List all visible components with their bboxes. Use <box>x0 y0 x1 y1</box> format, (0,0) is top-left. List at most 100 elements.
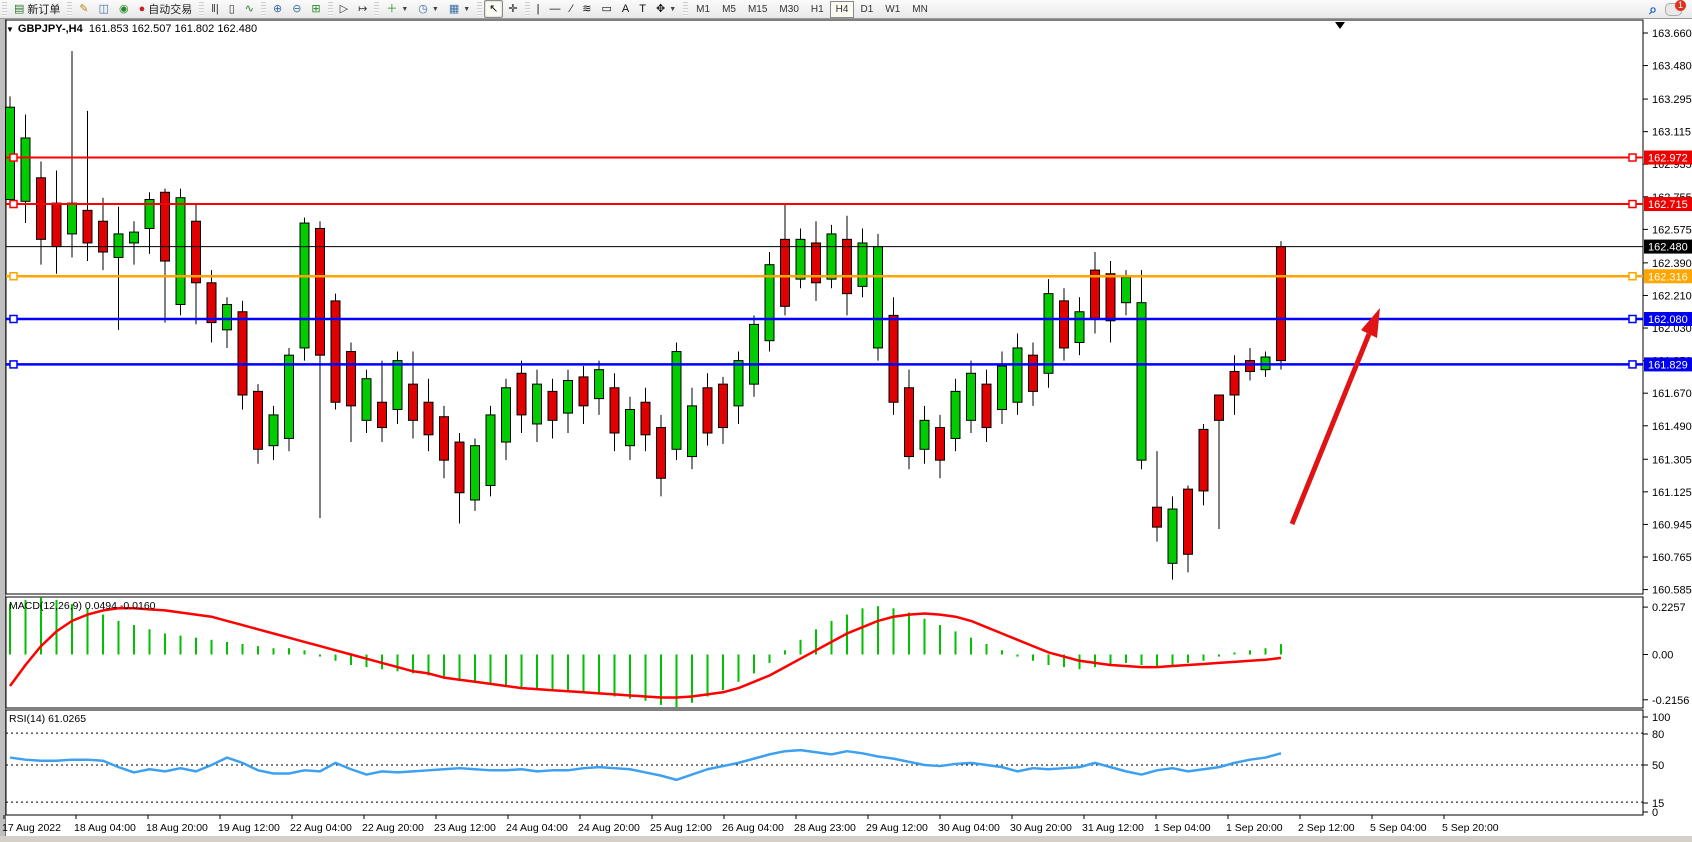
line-anchor-handle[interactable] <box>1628 314 1637 324</box>
horizontal-line-button[interactable]: — <box>544 0 565 18</box>
line-anchor-handle[interactable] <box>1628 153 1637 162</box>
price-badge <box>1644 269 1692 284</box>
timeframe-d1-button[interactable]: D1 <box>860 3 874 15</box>
candlestick-chart-button[interactable]: ▯ <box>224 0 240 18</box>
arrows-shapes-button[interactable]: ✥ ▼ <box>651 0 681 18</box>
line-anchor-handle[interactable] <box>9 314 18 324</box>
auto-trading-icon: ● <box>138 3 146 15</box>
y-axis-tick-label: 160.585 <box>1652 585 1692 597</box>
line-anchor-handle[interactable] <box>9 272 18 281</box>
line-chart-button[interactable]: ∿ <box>240 0 259 18</box>
templates-dropdown-icon[interactable]: ▼ <box>463 5 471 13</box>
timeframe-m15-button[interactable]: M15 <box>747 3 768 15</box>
y-axis-tick-label: 161.305 <box>1652 454 1692 466</box>
candle-body <box>1043 293 1054 374</box>
x-axis-date-label: 22 Aug 04:00 <box>290 822 352 834</box>
search-icon[interactable]: ⌕ <box>1649 0 1657 17</box>
line-chart-icon: ∿ <box>244 3 254 15</box>
x-axis-date-label: 18 Aug 20:00 <box>146 822 208 834</box>
chart-window[interactable]: 163.660163.480163.295163.115162.935162.7… <box>0 19 1692 842</box>
one-click-collapse-icon[interactable]: ▼ <box>6 25 14 34</box>
new-order-button[interactable]: ▤ 新订单 <box>9 0 65 18</box>
chart-shift-button[interactable]: ↦ <box>353 0 372 18</box>
trendline-button[interactable]: ∕ <box>565 0 577 18</box>
equidistant-channel-button[interactable]: ▭ <box>597 0 617 18</box>
price-badge <box>1644 311 1692 326</box>
candle-body <box>1198 428 1209 492</box>
trend-arrow-head[interactable] <box>1361 308 1380 338</box>
fibonacci-button[interactable]: ≋ <box>577 0 596 18</box>
main-price-pane[interactable] <box>5 19 1644 595</box>
candle-body <box>1136 302 1147 461</box>
timeframe-h1-button[interactable]: H1 <box>810 3 824 15</box>
toolbar-grip <box>524 2 530 16</box>
line-anchor-handle[interactable] <box>9 360 18 369</box>
candle-body <box>780 238 790 307</box>
price-badge <box>1644 357 1692 372</box>
price-badge-label: 162.972 <box>1648 153 1688 165</box>
signals-button[interactable]: ◉ <box>114 0 134 18</box>
arrows-shapes-dropdown-icon[interactable]: ▼ <box>669 5 677 13</box>
indicators-button[interactable]: ＋ ▼ <box>381 0 413 18</box>
auto-scroll-icon: ▷ <box>339 3 349 15</box>
line-anchor-handle[interactable] <box>1628 199 1637 209</box>
zoom-out-button[interactable]: ⊖ <box>287 0 306 18</box>
candle-body <box>966 372 976 421</box>
indicators-dropdown-icon[interactable]: ▼ <box>401 5 409 13</box>
candle-body <box>361 378 372 421</box>
timeframe-mn-button[interactable]: MN <box>912 3 928 15</box>
auto-scroll-button[interactable]: ▷ <box>335 0 353 18</box>
chat-icon[interactable]: 1 <box>1665 0 1686 16</box>
tile-windows-button[interactable]: ⊞ <box>306 0 325 18</box>
x-axis-date-label: 2 Sep 12:00 <box>1298 822 1355 834</box>
timeframe-h4-button[interactable]: H4 <box>829 0 855 18</box>
text-button[interactable]: A <box>617 0 634 18</box>
macd-signal-line <box>8 607 1282 699</box>
y-axis-tick-label: 163.295 <box>1652 94 1692 106</box>
candle-body <box>36 177 46 240</box>
line-anchor-handle[interactable] <box>1628 360 1637 369</box>
crosshair-button[interactable]: ✛ <box>503 0 522 18</box>
cursor-button[interactable]: ↖ <box>484 0 504 18</box>
zoom-in-button[interactable]: ⊕ <box>268 0 287 18</box>
timeframe-m5-button[interactable]: M5 <box>722 3 736 15</box>
candle-body <box>578 376 589 407</box>
timeframe-w1-button[interactable]: W1 <box>885 3 901 15</box>
candle-body <box>113 233 124 258</box>
macd-axis-label: -0.2156 <box>1652 695 1689 707</box>
rsi-axis-label: 15 <box>1652 798 1664 810</box>
templates-icon: ▦ <box>448 3 460 15</box>
auto-trading-button[interactable]: ● 自动交易 <box>134 0 198 18</box>
chart-shift-marker[interactable] <box>1335 22 1345 29</box>
macd-pane[interactable] <box>5 596 1644 709</box>
vertical-line-button[interactable]: | <box>532 0 545 18</box>
candle-body <box>175 197 186 306</box>
trend-arrow-line[interactable] <box>1289 333 1372 525</box>
styles-button[interactable]: ✎ <box>74 0 93 18</box>
periods-button[interactable]: ◷ ▼ <box>413 0 444 18</box>
toolbar-grip <box>260 2 266 16</box>
text-label-button[interactable]: T <box>634 0 651 18</box>
y-axis-tick-label: 163.480 <box>1652 61 1692 73</box>
candle-body <box>687 405 697 458</box>
line-anchor-handle[interactable] <box>9 153 18 162</box>
chart-canvas[interactable]: 163.660163.480163.295163.115162.935162.7… <box>0 19 1692 842</box>
y-axis-tick-label: 162.030 <box>1652 323 1692 335</box>
tile-windows-icon: ⊞ <box>311 3 321 15</box>
templates-button[interactable]: ▦ ▼ <box>444 0 475 18</box>
candle-body <box>129 231 139 244</box>
signals-icon: ◉ <box>119 3 129 15</box>
candle-body <box>842 238 852 295</box>
market-watch-button[interactable]: ◫ <box>94 0 114 18</box>
indicators-icon: ＋ <box>386 3 398 15</box>
y-axis-tick-label: 163.660 <box>1652 28 1692 40</box>
timeframe-m30-button[interactable]: M30 <box>779 3 799 15</box>
rsi-axis-label: 100 <box>1652 712 1670 724</box>
periods-dropdown-icon[interactable]: ▼ <box>431 5 439 13</box>
candle-body <box>284 354 294 439</box>
line-anchor-handle[interactable] <box>1628 272 1637 281</box>
line-anchor-handle[interactable] <box>9 199 18 209</box>
timeframe-m1-button[interactable]: M1 <box>696 3 711 15</box>
bar-chart-button[interactable]: ǁ| <box>206 0 223 18</box>
rsi-pane[interactable] <box>5 709 1644 816</box>
